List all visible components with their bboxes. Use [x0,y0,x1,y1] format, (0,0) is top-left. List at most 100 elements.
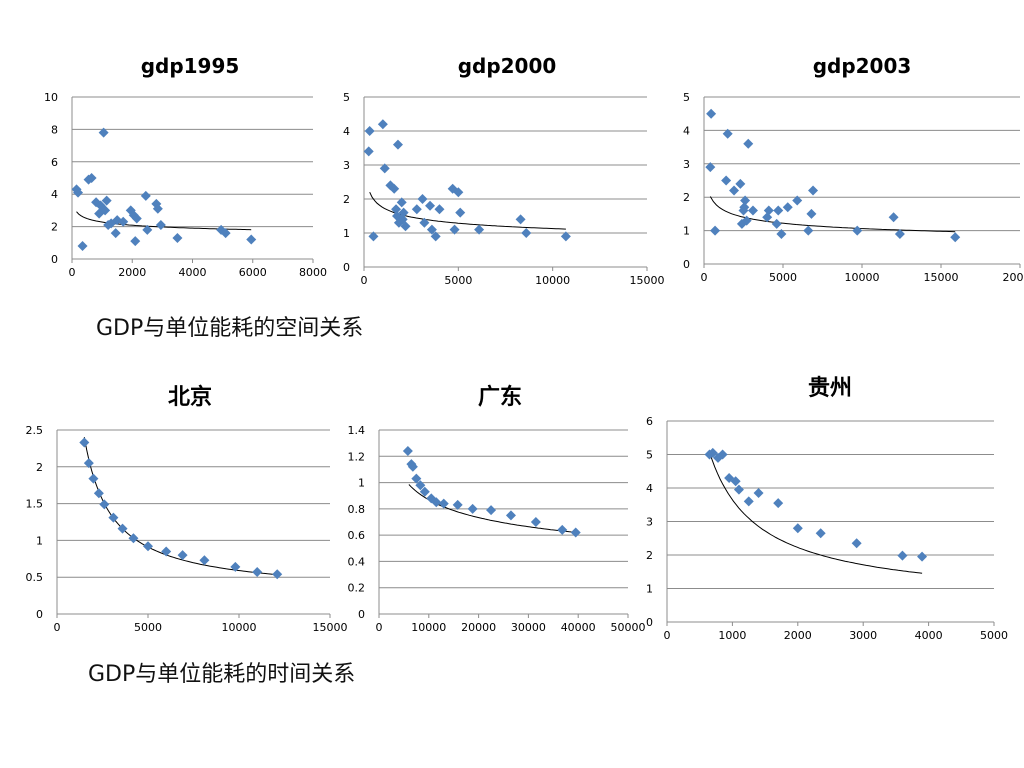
data-point [83,458,94,469]
spatial-caption: GDP与单位能耗的空间关系 [96,316,364,341]
data-point [453,187,464,198]
data-point [743,496,754,507]
chart-5: 贵州 0 1 2 3 4 5 6 0 1000 2000 3000 4000 5000 [646,376,1008,642]
data-point [852,225,863,236]
data-point [771,218,782,229]
data-point [93,488,104,499]
x-tick-label: 0 [69,266,76,279]
data-point [419,486,430,497]
data-point [199,555,210,566]
data-point [100,205,111,216]
data-point [741,215,752,226]
data-point [888,212,899,223]
data-point [398,207,409,218]
y-tick-label: 4 [646,482,653,495]
data-point [155,219,166,230]
x-tick-label: 6000 [239,266,267,279]
data-point [438,498,449,509]
x-tick-label: 0 [54,621,61,634]
y-tick-label: 1 [343,227,350,240]
data-point [706,108,717,119]
data-point [505,510,516,521]
data-point [99,499,110,510]
y-tick-label: 0.5 [26,571,44,584]
data-point [98,127,109,138]
data-point [142,224,153,235]
y-tick-label: 5 [683,91,690,104]
x-tick-label: 8000 [299,266,327,279]
data-point [407,461,418,472]
y-tick-label: 0.6 [348,529,366,542]
x-tick-label: 5000 [134,621,162,634]
data-point [950,232,961,243]
x-tick-label: 15000 [313,621,348,634]
x-tick-label: 1000 [718,629,746,642]
x-tick-label: 50000 [611,621,646,634]
data-point [730,476,741,487]
x-tick-label: 15000 [630,274,665,287]
x-tick-label: 10000 [222,621,257,634]
data-point [735,178,746,189]
x-tick-label: 0 [701,271,708,284]
x-tick-label: 40000 [561,621,596,634]
x-tick-label: 30000 [511,621,546,634]
data-point [434,204,445,215]
data-point [411,204,422,215]
data-point [560,231,571,242]
data-point [363,146,374,157]
data-point [391,204,402,215]
data-point [773,205,784,216]
x-tick-label: 5000 [444,274,472,287]
data-point [710,225,721,236]
data-point [364,126,375,136]
data-point [143,541,153,552]
data-point [431,497,442,508]
data-point [77,241,88,252]
x-tick-label: 3000 [849,629,877,642]
x-tick-label: 4000 [915,629,943,642]
y-tick-label: 1.4 [348,424,366,437]
data-point [430,231,441,242]
data-point [118,216,129,227]
y-tick-label: 2 [51,221,58,234]
y-tick-label: 1.2 [348,450,366,463]
y-tick-label: 0 [36,608,43,621]
data-point [722,128,733,139]
x-tick-label: 2000 [118,266,146,279]
data-point [128,533,139,544]
data-point [140,190,151,201]
data-point [419,217,430,228]
data-point [803,225,814,236]
y-tick-label: 0.4 [348,555,366,568]
data-point [110,228,121,239]
x-tick-label: 20000 [1003,271,1024,284]
data-point [743,138,754,149]
data-point [272,569,283,580]
data-point [557,524,568,535]
data-point [776,228,787,239]
data-point [425,200,436,211]
x-tick-label: 0 [664,629,671,642]
y-tick-label: 3 [646,516,653,529]
temporal-caption: GDP与单位能耗的时间关系 [88,662,356,687]
y-tick-label: 6 [51,156,58,169]
y-tick-label: 0 [646,616,653,629]
data-point [220,228,231,239]
data-point [739,202,750,213]
data-point [392,139,403,150]
y-tick-label: 2 [36,461,43,474]
y-tick-label: 0.2 [348,582,366,595]
data-point [570,527,581,538]
chart-1: gdp2000 0 1 2 3 4 5 0 5000 10000 15000 [343,54,665,287]
chart-title: gdp2003 [813,54,912,78]
y-tick-label: 2 [683,191,690,204]
data-point [411,473,422,484]
data-point [379,163,390,174]
y-tick-label: 4 [51,188,58,201]
data-point [897,550,908,561]
x-tick-label: 10000 [845,271,880,284]
x-tick-label: 5000 [769,271,797,284]
chart-title: 广东 [478,384,522,410]
chart-title: gdp1995 [141,54,240,78]
x-tick-label: 15000 [924,271,959,284]
